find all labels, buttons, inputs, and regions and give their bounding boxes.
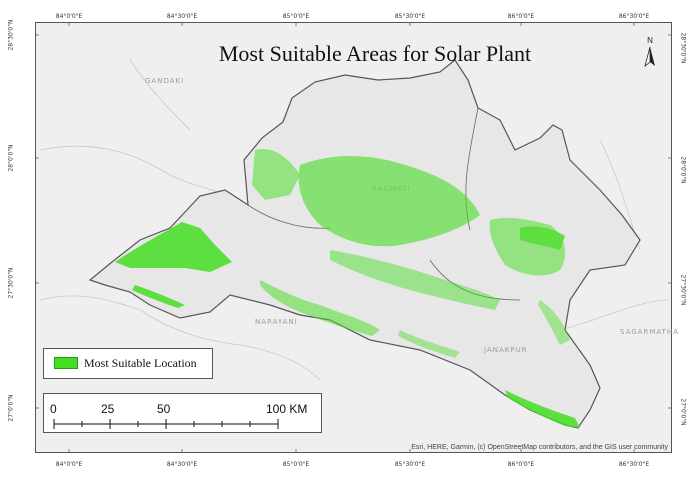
bottom-tick-label: 84°30'0"E [166, 461, 198, 468]
scale-bar: 0 25 50 100 KM [43, 393, 322, 433]
legend-label: Most Suitable Location [84, 356, 197, 370]
scale-label: 100 KM [266, 402, 308, 416]
bottom-tick-label: 85°30'0"E [394, 461, 426, 468]
right-tick-label: 27°30'0"N [679, 274, 687, 306]
top-tick-label: 85°30'0"E [394, 13, 426, 20]
scale-label: 50 [157, 402, 171, 416]
top-tick-label: 85°0'0"E [282, 13, 310, 20]
legend-swatch [54, 357, 78, 369]
left-tick-label: 28°30'0"N [7, 19, 15, 51]
graticule-ticks [35, 22, 672, 453]
top-tick-label: 86°30'0"E [618, 13, 650, 20]
scale-label: 25 [101, 402, 115, 416]
right-tick-label: 28°0'0"N [679, 156, 687, 184]
right-tick-label: 27°0'0"N [679, 398, 687, 426]
map-attribution: Esri, HERE, Garmin, (c) OpenStreetMap co… [411, 444, 668, 451]
right-tick-label: 28°30'0"N [679, 32, 687, 64]
bottom-tick-label: 86°30'0"E [618, 461, 650, 468]
map-title: Most Suitable Areas for Solar Plant [218, 41, 532, 66]
north-arrow-icon [644, 46, 655, 68]
region-label: JANAKPUR [484, 346, 528, 354]
region-label: SAGARMATHA [620, 328, 679, 336]
region-label: GANDAKI [145, 77, 185, 85]
bottom-tick-label: 85°0'0"E [282, 461, 310, 468]
north-arrow: N [640, 36, 660, 72]
scale-bar-line [53, 419, 279, 429]
north-label: N [647, 36, 653, 45]
top-tick-label: 86°0'0"E [507, 13, 535, 20]
region-label: NARAYANI [255, 318, 298, 326]
left-tick-label: 28°0'0"N [7, 144, 15, 172]
left-tick-label: 27°0'0"N [7, 394, 15, 422]
region-label: BAGMATI [372, 185, 411, 193]
bottom-tick-label: 86°0'0"E [507, 461, 535, 468]
bottom-tick-label: 84°0'0"E [55, 461, 83, 468]
top-tick-label: 84°0'0"E [55, 13, 83, 20]
top-tick-label: 84°30'0"E [166, 13, 198, 20]
left-tick-label: 27°30'0"N [7, 267, 15, 299]
scale-label: 0 [50, 402, 57, 416]
legend: Most Suitable Location [43, 348, 213, 379]
suitable-areas [115, 149, 580, 428]
